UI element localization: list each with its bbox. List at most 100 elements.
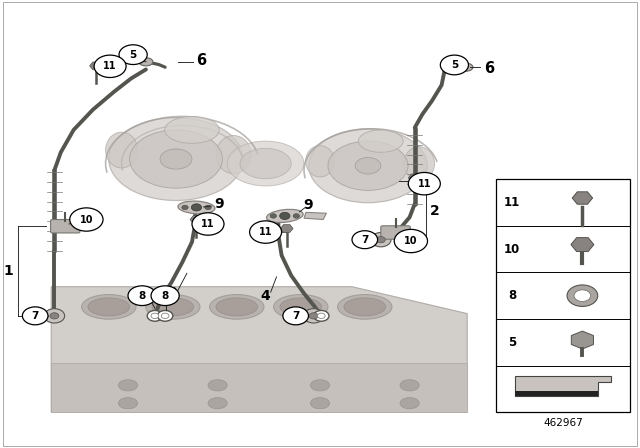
Circle shape: [128, 286, 156, 306]
Text: 11: 11: [417, 179, 431, 189]
Ellipse shape: [355, 158, 381, 174]
Ellipse shape: [210, 295, 264, 319]
Circle shape: [151, 286, 179, 306]
Text: 8: 8: [138, 291, 146, 301]
Circle shape: [157, 310, 173, 321]
Polygon shape: [51, 287, 467, 412]
Ellipse shape: [152, 298, 194, 316]
Circle shape: [440, 55, 468, 75]
Circle shape: [303, 309, 324, 323]
Circle shape: [94, 55, 126, 78]
FancyBboxPatch shape: [51, 220, 80, 233]
FancyBboxPatch shape: [381, 226, 410, 239]
Text: 11: 11: [103, 61, 117, 71]
Text: 7: 7: [31, 311, 39, 321]
Circle shape: [70, 208, 103, 231]
Text: 9: 9: [303, 198, 314, 212]
Circle shape: [50, 313, 59, 319]
Circle shape: [191, 204, 202, 211]
Ellipse shape: [400, 380, 419, 391]
Ellipse shape: [280, 298, 321, 316]
Text: 3: 3: [166, 286, 177, 301]
Text: 6: 6: [196, 53, 207, 68]
Circle shape: [283, 307, 308, 325]
Circle shape: [408, 172, 440, 195]
Text: 10: 10: [404, 236, 418, 246]
Ellipse shape: [106, 132, 138, 168]
Circle shape: [270, 214, 276, 218]
Polygon shape: [515, 391, 598, 396]
Ellipse shape: [208, 380, 227, 391]
Circle shape: [119, 45, 147, 65]
Ellipse shape: [227, 141, 304, 186]
Text: 8: 8: [161, 291, 169, 301]
Ellipse shape: [216, 135, 251, 174]
Ellipse shape: [82, 295, 136, 319]
Circle shape: [293, 214, 300, 218]
Text: 2: 2: [429, 203, 440, 218]
Ellipse shape: [309, 129, 428, 203]
Circle shape: [280, 212, 290, 220]
Text: 462967: 462967: [543, 418, 583, 428]
Circle shape: [192, 213, 224, 235]
Ellipse shape: [344, 298, 385, 316]
Circle shape: [250, 221, 282, 243]
Ellipse shape: [109, 117, 243, 201]
Circle shape: [151, 313, 159, 319]
Ellipse shape: [118, 398, 138, 409]
Text: 5: 5: [451, 60, 458, 70]
Text: 10: 10: [504, 242, 520, 256]
Ellipse shape: [310, 380, 330, 391]
Circle shape: [376, 237, 385, 243]
Ellipse shape: [404, 147, 435, 180]
Text: 11: 11: [259, 227, 273, 237]
Text: 4: 4: [260, 289, 271, 303]
Ellipse shape: [118, 380, 138, 391]
Ellipse shape: [310, 398, 330, 409]
Circle shape: [309, 313, 318, 319]
Ellipse shape: [216, 298, 258, 316]
Circle shape: [182, 205, 188, 210]
Ellipse shape: [160, 149, 192, 169]
Text: 5: 5: [508, 336, 516, 349]
Circle shape: [22, 307, 48, 325]
Ellipse shape: [338, 295, 392, 319]
Text: 8: 8: [508, 289, 516, 302]
Ellipse shape: [400, 398, 419, 409]
Text: 11: 11: [504, 196, 520, 209]
Ellipse shape: [88, 298, 130, 316]
FancyBboxPatch shape: [496, 179, 630, 412]
Circle shape: [314, 310, 329, 321]
Ellipse shape: [129, 130, 223, 188]
Ellipse shape: [178, 201, 215, 214]
Ellipse shape: [240, 148, 291, 179]
Ellipse shape: [328, 141, 408, 190]
Circle shape: [574, 290, 591, 302]
Ellipse shape: [306, 146, 334, 177]
Ellipse shape: [208, 398, 227, 409]
Circle shape: [371, 233, 391, 247]
Circle shape: [567, 285, 598, 306]
Text: 6: 6: [484, 60, 495, 76]
Ellipse shape: [146, 295, 200, 319]
Circle shape: [205, 205, 211, 210]
Circle shape: [44, 309, 65, 323]
Polygon shape: [515, 376, 611, 396]
Ellipse shape: [165, 116, 220, 143]
Text: 7: 7: [361, 235, 369, 245]
Ellipse shape: [274, 295, 328, 319]
Text: 5: 5: [129, 50, 137, 60]
Polygon shape: [51, 363, 467, 412]
Circle shape: [394, 229, 428, 253]
Text: 1: 1: [3, 264, 13, 278]
Ellipse shape: [139, 58, 153, 66]
Circle shape: [161, 313, 169, 319]
Text: 9: 9: [214, 197, 224, 211]
Ellipse shape: [358, 130, 403, 152]
Circle shape: [147, 310, 163, 321]
Circle shape: [317, 313, 325, 319]
Ellipse shape: [266, 209, 303, 223]
Text: 10: 10: [79, 215, 93, 224]
Ellipse shape: [459, 63, 473, 71]
Polygon shape: [304, 212, 326, 220]
